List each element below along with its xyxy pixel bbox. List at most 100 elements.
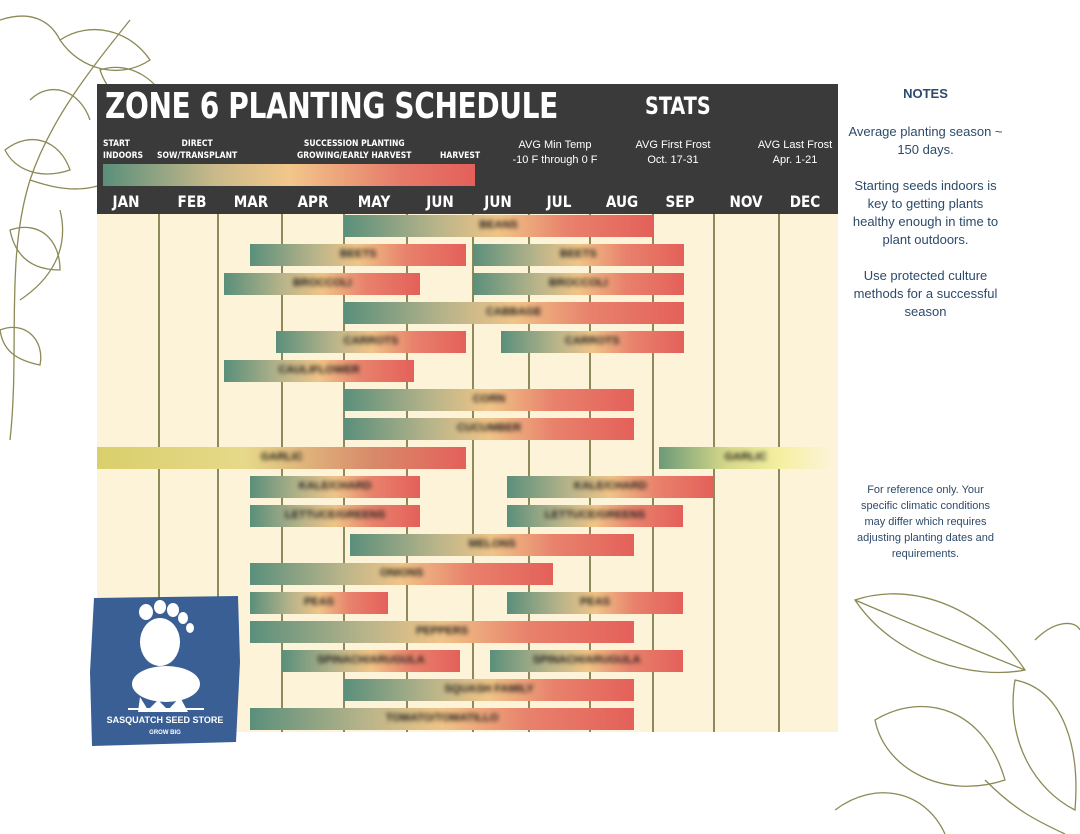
crop-bar-label: GARLIC (260, 451, 303, 463)
month-label: JUL (546, 192, 572, 211)
crop-bar-label: KALE/CHARD (573, 480, 647, 492)
sasquatch-seed-store-logo: SASQUATCH SEED STORE GROW BIG (90, 596, 240, 746)
crop-bar: CUCUMBER (344, 418, 635, 440)
notes-panel: NOTES Average planting season ~ 150 days… (848, 84, 1003, 339)
crop-bar-label: CABBAGE (485, 306, 542, 318)
month-label: FEB (177, 192, 207, 211)
stat-last-frost: AVG Last Frost Apr. 1-21 (745, 138, 845, 168)
legend-succession: SUCCESSION PLANTING GROWING/EARLY HARVES… (297, 139, 412, 161)
stat-last-frost-value: Apr. 1-21 (772, 154, 818, 166)
note-item: Starting seeds indoors is key to getting… (852, 178, 999, 247)
month-gridline (472, 214, 474, 732)
month-label: NOV (729, 192, 763, 211)
crop-bar: BROCCOLI (224, 273, 421, 295)
crop-bar-label: CORN (472, 393, 506, 405)
month-label: AUG (605, 192, 639, 211)
crop-bar: CABBAGE (344, 302, 684, 324)
crop-bar: CORN (344, 389, 635, 411)
month-label: APR (297, 192, 329, 211)
crop-bar: BEETS (473, 244, 684, 266)
crop-bar: PEAS (506, 592, 684, 614)
crop-bar-label: BEETS (559, 248, 597, 260)
stat-min-temp-label: AVG Min Temp (518, 139, 592, 151)
stats-title: STATS (645, 92, 711, 120)
month-gridline (778, 214, 780, 732)
crop-bar-label: SPINACH/ARUGULA (532, 654, 641, 666)
crop-bar-label: SPINACH/ARUGULA (317, 654, 425, 666)
legend-gradient-bar (103, 164, 475, 186)
crop-bar-label: BEETS (339, 248, 377, 260)
stat-min-temp: AVG Min Temp -10 F through 0 F (505, 138, 605, 168)
stat-first-frost-label: AVG First Frost (635, 139, 711, 151)
logo-name: SASQUATCH SEED STORE (107, 715, 224, 725)
crop-bar-label: BEANS (479, 219, 518, 231)
chart-header: ZONE 6 PLANTING SCHEDULE STATS START IND… (97, 84, 838, 214)
crop-bar-label: MELONS (468, 538, 516, 550)
crop-bar: BEETS (250, 244, 467, 266)
legend-direct-sow: DIRECT SOW/TRANSPLANT (157, 139, 238, 161)
month-gridline (217, 214, 219, 732)
stat-last-frost-label: AVG Last Frost (757, 139, 833, 151)
month-gridline (406, 214, 408, 732)
crop-bar: CARROTS (275, 331, 467, 353)
month-label: DEC (789, 192, 821, 211)
month-gridline (343, 214, 345, 732)
crop-bar: SQUASH FAMILY (344, 679, 635, 701)
legend-harvest: HARVEST (440, 151, 481, 161)
crop-bar-label: BROCCOLI (548, 277, 608, 289)
planting-schedule-chart: ZONE 6 PLANTING SCHEDULE STATS START IND… (97, 84, 838, 732)
month-gridline (713, 214, 715, 732)
crop-bar: TOMATO/TOMATILLO (250, 708, 635, 730)
note-item: Average planting season ~ 150 days. (848, 124, 1003, 157)
crop-bar-label: GARLIC (724, 451, 767, 463)
crop-bar: MELONS (350, 534, 635, 556)
crop-bar-label: LETTUCE/GREENS (284, 509, 386, 521)
crop-bar: LETTUCE/GREENS (506, 505, 684, 527)
crop-bar: PEAS (250, 592, 389, 614)
crop-bar-label: CAULIFLOWER (278, 364, 360, 376)
month-label: JUN (426, 192, 454, 211)
legend-start-indoors: START INDOORS (103, 139, 144, 161)
crop-bar-label: CUCUMBER (456, 422, 522, 434)
crop-bar-label: CARROTS (565, 335, 620, 347)
stat-first-frost: AVG First Frost Oct. 17-31 (623, 138, 723, 168)
chart-title: ZONE 6 PLANTING SCHEDULE (105, 86, 558, 127)
month-label: JAN (112, 192, 140, 211)
month-label: JUN (484, 192, 512, 211)
month-label: SEP (665, 192, 695, 211)
month-gridline (158, 214, 160, 732)
crop-bar: BROCCOLI (473, 273, 684, 295)
crop-bar-label: BROCCOLI (292, 277, 352, 289)
month-label: MAY (357, 192, 391, 211)
stat-first-frost-value: Oct. 17-31 (647, 154, 699, 166)
crop-bar-label: PEPPERS (416, 625, 469, 637)
crop-bar: BEANS (344, 215, 653, 237)
crop-bar: CAULIFLOWER (224, 360, 414, 382)
month-gridline (281, 214, 283, 732)
crop-bar-label: TOMATO/TOMATILLO (385, 712, 499, 724)
crop-bar: SPINACH/ARUGULA (489, 650, 684, 672)
crop-bar: GARLIC (659, 447, 833, 469)
month-gridline (652, 214, 654, 732)
crop-bar-label: KALE/CHARD (298, 480, 372, 492)
crop-bar-label: CARROTS (343, 335, 399, 347)
crop-bar: KALE/CHARD (250, 476, 421, 498)
note-item: Use protected culture methods for a succ… (853, 268, 998, 319)
crop-bar-label: ONIONS (379, 567, 424, 579)
crop-bar: ONIONS (250, 563, 554, 585)
crop-bar-label: PEAS (580, 596, 611, 608)
crop-bar-label: SQUASH FAMILY (444, 683, 534, 695)
botanical-line-art-bottom-right (835, 593, 1080, 834)
crop-bar: LETTUCE/GREENS (250, 505, 421, 527)
crop-bar: KALE/CHARD (506, 476, 714, 498)
month-gridline (528, 214, 530, 732)
month-label: MAR (233, 192, 269, 211)
crop-bar: SPINACH/ARUGULA (282, 650, 460, 672)
month-gridline (589, 214, 591, 732)
logo-tagline: GROW BIG (149, 730, 181, 736)
disclaimer-text: For reference only. Your specific climat… (857, 484, 994, 560)
crop-bar-label: PEAS (304, 596, 335, 608)
crop-bar: PEPPERS (250, 621, 635, 643)
crop-bar-label: LETTUCE/GREENS (544, 509, 646, 521)
stat-min-temp-value: -10 F through 0 F (512, 154, 598, 166)
